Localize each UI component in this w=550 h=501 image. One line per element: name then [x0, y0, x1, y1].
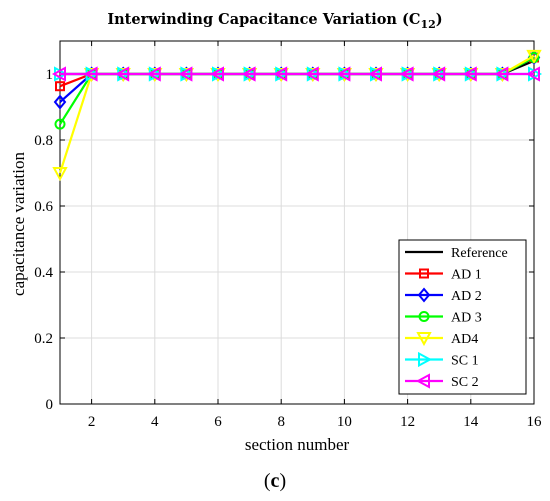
legend-item: AD 3: [405, 311, 482, 326]
x-tick-label: 16: [527, 414, 543, 430]
legend-item: SC 1: [405, 351, 479, 369]
data-point: [431, 66, 446, 82]
chart-title-subscript: 12: [420, 18, 435, 31]
legend-marker: [418, 351, 433, 368]
data-point: [178, 66, 193, 82]
plot-frame: [59, 40, 535, 405]
data-point: [51, 66, 66, 82]
legend-marker: [418, 311, 430, 322]
legend-item: AD 1: [405, 268, 482, 283]
legend-item: AD4: [405, 332, 478, 347]
chart-title-close: ): [436, 11, 443, 28]
y-tick-label: 0.8: [34, 133, 53, 149]
axes: 2 4 6 8 10 12 14 16 0 0.2 0.4 0.6 0.8 1: [34, 40, 543, 430]
legend-label: AD 1: [451, 268, 482, 283]
data-point: [273, 66, 288, 82]
legend-item: SC 2: [405, 373, 479, 390]
y-tick-label: 0.2: [34, 331, 53, 347]
data-point: [241, 66, 256, 82]
data-point: [526, 49, 542, 64]
x-tick-label: 14: [463, 414, 479, 430]
data-point: [83, 66, 98, 82]
legend-label: AD4: [451, 332, 478, 347]
y-tick-label: 0.6: [34, 199, 53, 215]
legend-marker: [419, 268, 429, 279]
legend-marker: [415, 373, 430, 389]
y-tick-label: 1: [46, 67, 54, 83]
legend-label: Reference: [451, 246, 508, 261]
data-point: [209, 66, 224, 82]
series-layer: [51, 49, 543, 182]
legend-item: Reference: [405, 246, 508, 261]
x-tick-label: 6: [214, 414, 222, 430]
series-line: [59, 56, 535, 88]
x-tick-label: 12: [400, 414, 415, 430]
figure-caption: (c): [0, 470, 550, 493]
legend: Reference AD 1 AD 2 AD 3 AD4 SC 1 SC 2: [398, 239, 527, 395]
series-line: [60, 59, 535, 76]
data-point: [399, 66, 414, 82]
data-point: [304, 66, 319, 82]
series-sc-2: [51, 66, 540, 82]
legend-item: AD 2: [405, 287, 482, 304]
caption-open: (: [263, 470, 271, 492]
legend-marker: [417, 287, 431, 303]
legend-label: AD 3: [451, 311, 482, 326]
data-point: [55, 81, 65, 92]
y-tick-label: 0.4: [34, 265, 53, 281]
x-tick-label: 4: [151, 414, 159, 430]
legend-label: SC 2: [451, 375, 479, 390]
y-axis-label: capacitance variation: [9, 152, 28, 296]
x-tick-label: 2: [88, 414, 96, 430]
y-tick-label: 0: [46, 397, 54, 413]
x-tick-label: 8: [277, 414, 285, 430]
data-point: [367, 66, 382, 82]
legend-marker: [416, 332, 432, 347]
data-point: [462, 66, 477, 82]
series-line: [59, 56, 535, 125]
data-point: [54, 118, 66, 130]
data-point: [53, 94, 67, 110]
capacitance-chart: Interwinding Capacitance Variation (C12)…: [9, 11, 543, 454]
data-point: [336, 66, 351, 82]
legend-label: AD 2: [451, 289, 482, 304]
series-line: [59, 56, 535, 103]
data-point: [494, 66, 509, 82]
chart-title-main: Interwinding Capacitance Variation (C: [107, 11, 420, 28]
chart-title: Interwinding Capacitance Variation (C12): [107, 11, 442, 31]
data-point: [52, 167, 68, 182]
data-point: [146, 66, 161, 82]
x-tick-label: 10: [337, 414, 352, 430]
data-point: [115, 66, 130, 82]
series-ad-3: [54, 52, 540, 130]
caption-letter: c: [270, 470, 280, 492]
series-reference: [60, 59, 535, 76]
caption-close: ): [279, 470, 287, 492]
legend-label: SC 1: [451, 354, 479, 369]
data-point: [525, 66, 540, 82]
x-axis-label: section number: [245, 435, 350, 454]
